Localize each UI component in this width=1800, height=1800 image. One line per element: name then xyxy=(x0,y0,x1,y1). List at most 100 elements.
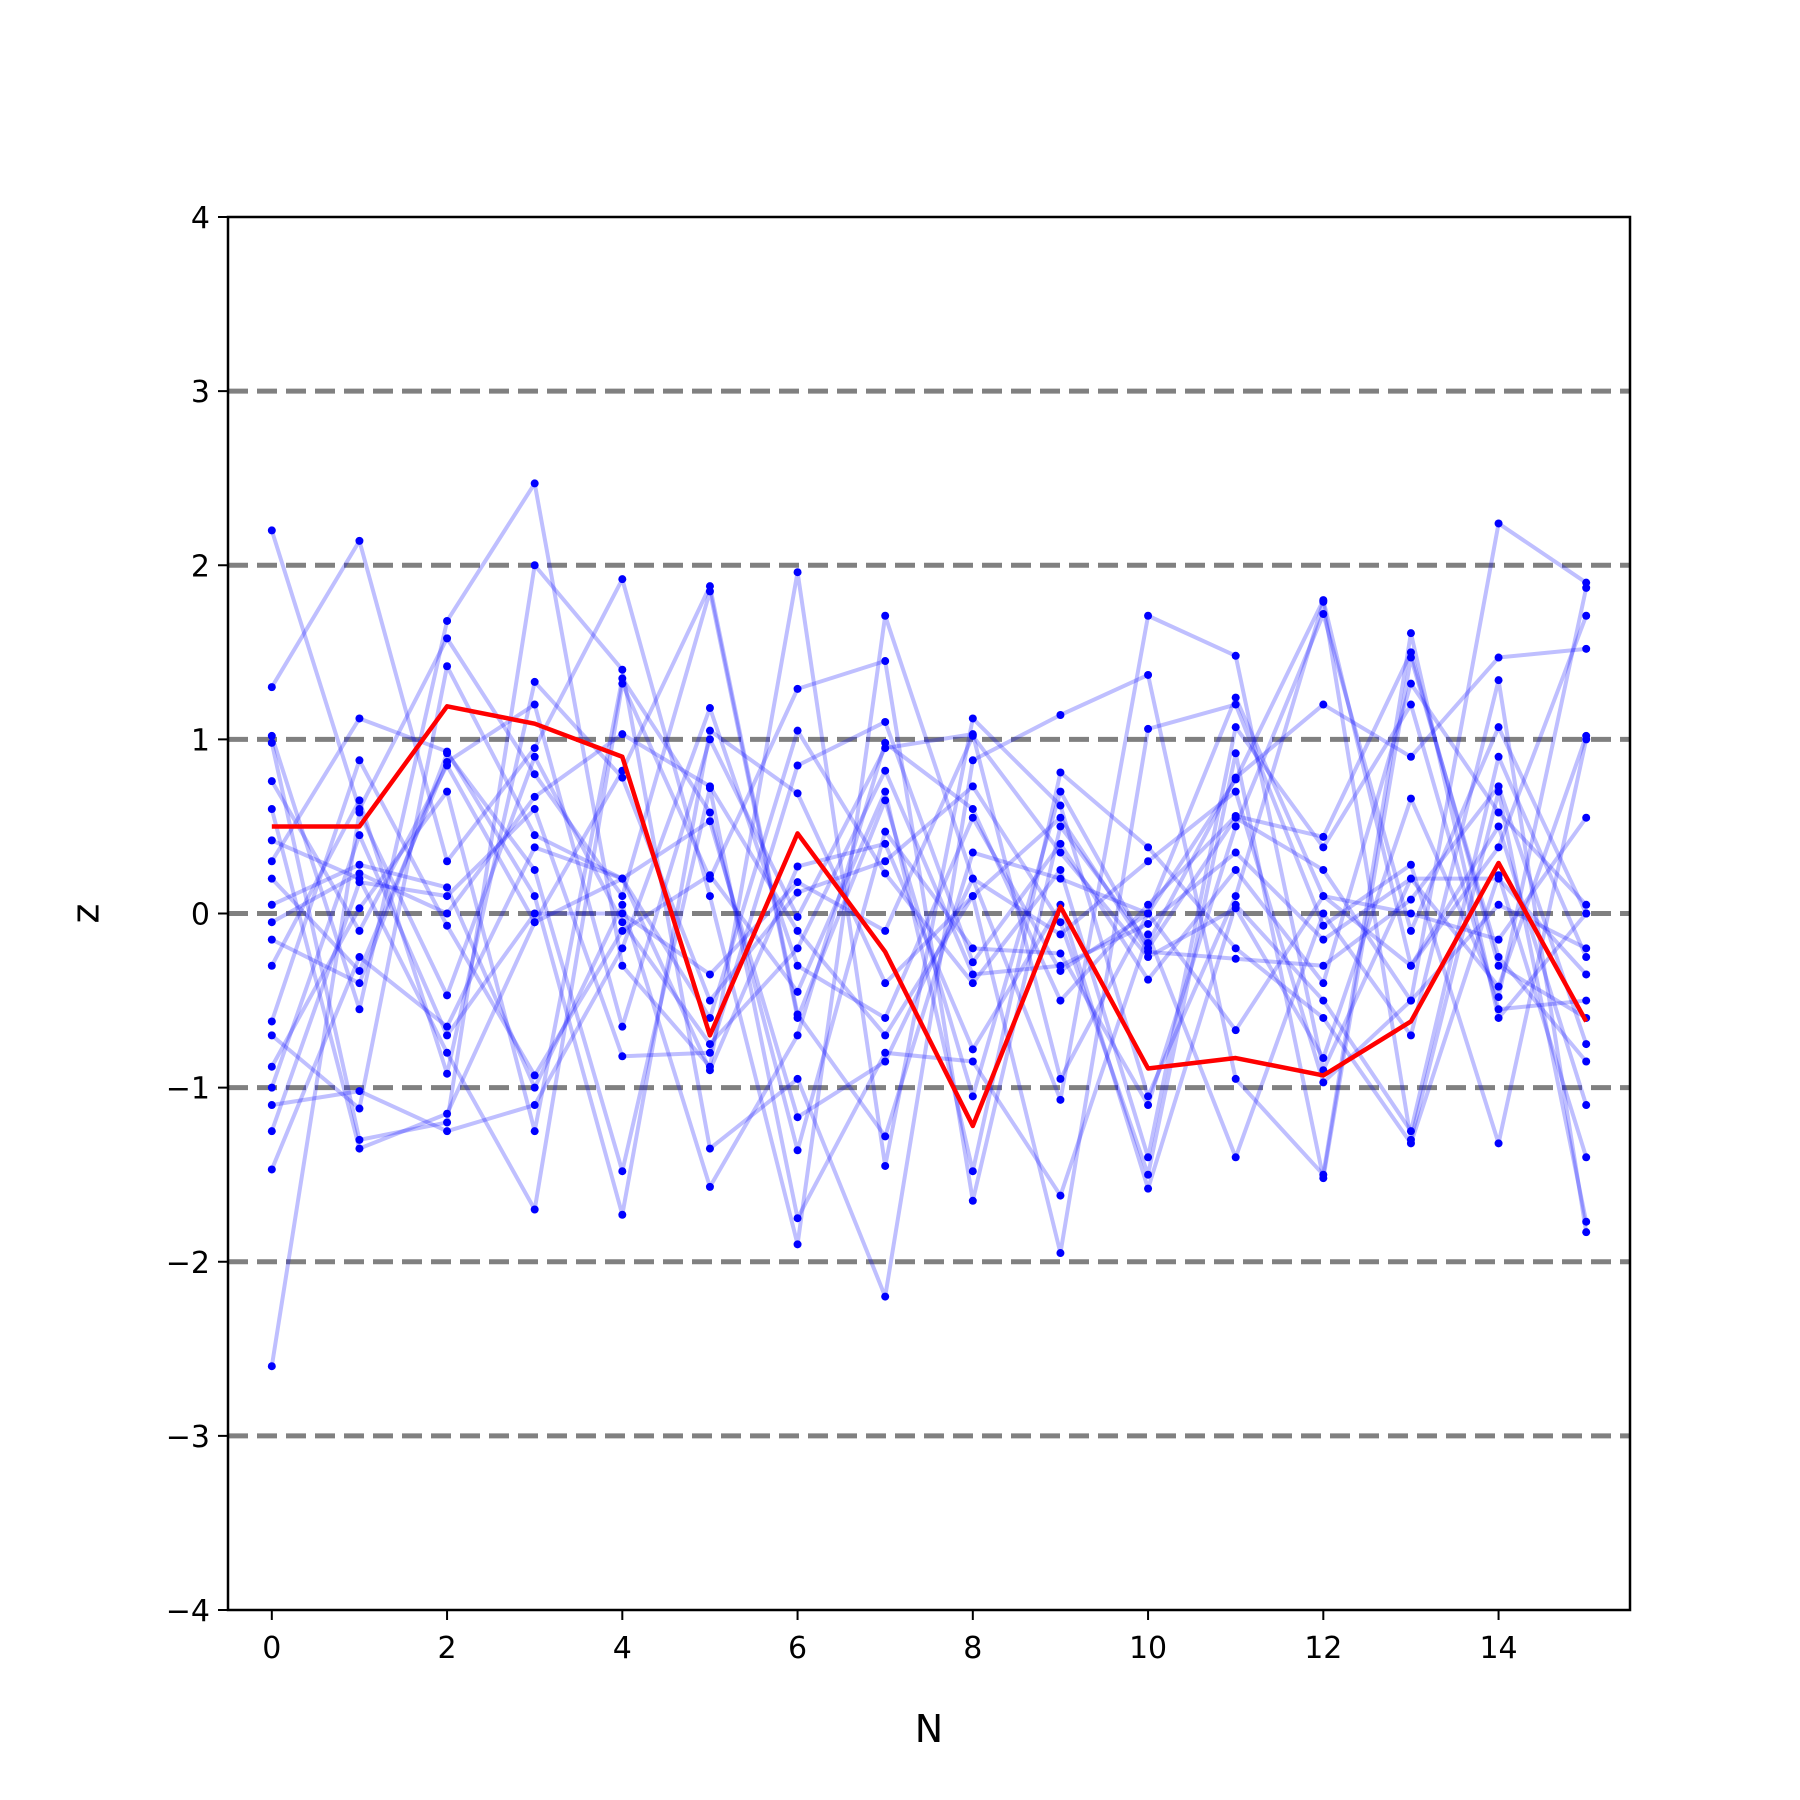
data-point xyxy=(1494,1005,1503,1014)
data-point xyxy=(705,582,714,591)
data-point xyxy=(618,665,627,674)
data-point xyxy=(793,789,802,798)
data-point xyxy=(1406,1031,1415,1040)
x-tick-label: 2 xyxy=(438,1631,457,1666)
data-point xyxy=(1056,839,1065,848)
data-point xyxy=(1319,843,1328,852)
data-point xyxy=(968,1092,977,1101)
data-point xyxy=(705,996,714,1005)
data-point xyxy=(530,792,539,801)
data-point xyxy=(1582,1153,1591,1162)
data-point xyxy=(1319,596,1328,605)
data-point xyxy=(968,756,977,765)
data-point xyxy=(1231,865,1240,874)
data-point xyxy=(267,1362,276,1371)
x-axis-label: N xyxy=(915,1707,943,1751)
data-point xyxy=(1144,1101,1153,1110)
data-point xyxy=(355,926,364,935)
data-point xyxy=(705,1013,714,1022)
data-point xyxy=(355,904,364,913)
data-point xyxy=(267,1083,276,1092)
series-line xyxy=(269,681,1588,1132)
data-point xyxy=(793,862,802,871)
data-point xyxy=(968,848,977,857)
data-point xyxy=(1582,1101,1591,1110)
data-point xyxy=(1319,996,1328,1005)
data-point xyxy=(881,1161,890,1170)
data-point xyxy=(793,1010,802,1019)
y-tick-label: −4 xyxy=(166,1594,210,1629)
series-line xyxy=(270,732,1589,1045)
data-point xyxy=(705,892,714,901)
data-point xyxy=(355,953,364,962)
data-point xyxy=(1144,724,1153,733)
data-point xyxy=(881,1031,890,1040)
data-point xyxy=(530,752,539,761)
data-point xyxy=(793,1240,802,1249)
data-point xyxy=(618,900,627,909)
data-point xyxy=(1406,700,1415,709)
data-point xyxy=(1144,857,1153,866)
data-point xyxy=(443,1031,452,1040)
data-point xyxy=(793,684,802,693)
data-point xyxy=(881,766,890,775)
data-point xyxy=(1494,843,1503,852)
x-tick-label: 6 xyxy=(788,1631,807,1666)
x-axis-ticks: 0 2 4 6 8 10 12 14 xyxy=(262,1610,1518,1666)
data-point xyxy=(618,730,627,739)
reference-lines xyxy=(228,388,1630,1439)
data-point xyxy=(1406,909,1415,918)
data-point xyxy=(1231,651,1240,660)
data-point xyxy=(1231,1026,1240,1035)
data-point xyxy=(618,874,627,883)
data-point xyxy=(1406,1139,1415,1148)
series-line xyxy=(269,521,1588,1099)
data-point xyxy=(1582,583,1591,592)
data-point xyxy=(1582,970,1591,979)
data-point xyxy=(267,1017,276,1026)
data-point xyxy=(1582,953,1591,962)
data-point xyxy=(355,1135,364,1144)
y-tick-label: 4 xyxy=(191,201,210,236)
data-point xyxy=(1056,949,1065,958)
data-point xyxy=(1494,1013,1503,1022)
data-point xyxy=(1056,1249,1065,1258)
data-point xyxy=(267,900,276,909)
data-point xyxy=(793,888,802,897)
data-point xyxy=(1406,653,1415,662)
data-point xyxy=(530,1071,539,1080)
data-point xyxy=(1319,1174,1328,1183)
data-point xyxy=(355,869,364,878)
data-point xyxy=(1144,1092,1153,1101)
data-point xyxy=(793,726,802,735)
data-point xyxy=(1494,1139,1503,1148)
data-point xyxy=(793,761,802,770)
data-point xyxy=(267,857,276,866)
data-point xyxy=(1319,979,1328,988)
data-point xyxy=(1056,996,1065,1005)
data-point xyxy=(705,970,714,979)
data-point xyxy=(618,918,627,927)
data-point xyxy=(530,677,539,686)
y-tick-label: 0 xyxy=(191,898,210,933)
data-point xyxy=(968,805,977,814)
data-point xyxy=(355,1087,364,1096)
data-point xyxy=(1406,1127,1415,1136)
data-point xyxy=(355,966,364,975)
data-point xyxy=(1406,895,1415,904)
data-point xyxy=(1056,813,1065,822)
data-point xyxy=(705,726,714,735)
data-point xyxy=(530,843,539,852)
data-point xyxy=(881,657,890,666)
data-point xyxy=(1494,982,1503,991)
data-point xyxy=(968,874,977,883)
data-point xyxy=(1582,644,1591,653)
data-point xyxy=(530,561,539,570)
data-point xyxy=(1231,822,1240,831)
data-point xyxy=(1231,787,1240,796)
data-point xyxy=(618,926,627,935)
data-point xyxy=(618,1210,627,1219)
data-point xyxy=(267,683,276,692)
data-point xyxy=(881,744,890,753)
